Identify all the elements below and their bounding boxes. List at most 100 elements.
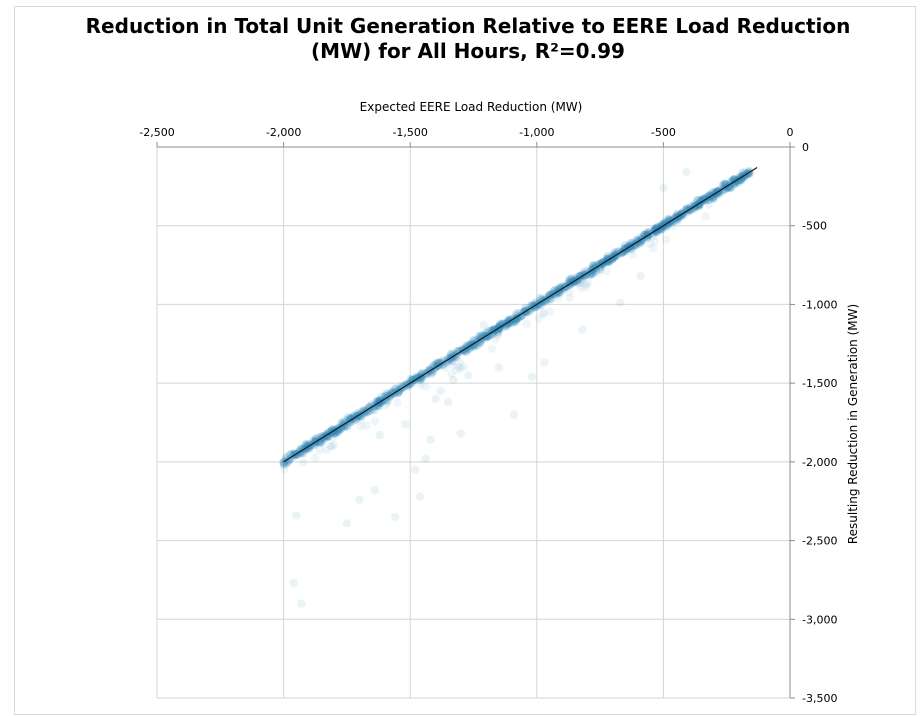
data-point [334,425,343,435]
data-point [475,337,484,347]
x-tick-label: -2,500 [139,126,174,139]
data-point [353,409,362,418]
trendline-line [283,166,758,463]
data-point [372,401,381,410]
data-point [530,303,539,312]
data-point [313,434,322,444]
data-point [642,233,652,242]
data-point [495,321,504,330]
y-tick-label: 0 [802,141,809,154]
data-point [724,183,733,192]
data-point [577,284,586,293]
data-point [652,224,661,233]
data-point [673,215,682,224]
data-point [327,425,337,435]
data-point [284,456,293,465]
outlier-point [400,419,410,429]
outlier-point [456,429,465,438]
data-point [351,414,361,423]
x-tick-label: 0 [787,126,794,139]
data-point [394,387,404,396]
data-point [315,436,325,445]
data-point [726,184,735,193]
data-point [667,218,677,227]
data-point [609,254,618,263]
data-point [345,418,355,427]
data-point [404,381,413,391]
data-point [374,396,383,405]
data-point [370,417,380,426]
outlier-point [540,358,549,367]
data-point [368,404,377,413]
data-point [339,421,349,431]
outlier-point [527,372,536,381]
data-point [500,321,510,331]
data-point [349,412,358,421]
data-point [517,311,527,320]
data-point [356,422,365,431]
data-point [657,224,666,234]
data-point [317,432,326,441]
data-point [416,380,425,389]
data-point [651,227,660,237]
data-point [369,405,379,415]
data-point [575,271,584,281]
data-point [736,175,746,185]
data-point [299,458,308,467]
data-point [725,182,734,191]
y-tick-label: -2,000 [802,456,837,469]
data-point [452,352,461,362]
data-point [554,294,563,303]
data-point [709,194,718,203]
data-point [727,177,736,186]
data-point [729,180,739,189]
data-point [643,233,652,242]
data-point [574,275,583,285]
data-point [645,227,654,237]
trendline [283,166,758,463]
data-point [528,301,537,310]
data-point [498,319,507,328]
data-point [350,411,359,420]
data-point [448,361,457,370]
data-point [539,310,548,319]
data-point [652,227,662,236]
data-point [709,188,718,197]
data-point [279,459,288,468]
data-point [488,325,497,335]
data-point [330,428,339,437]
data-point [729,175,739,184]
data-point [327,426,337,435]
data-point [542,295,551,305]
data-point [311,436,320,445]
data-point [628,250,637,259]
data-point [334,428,344,437]
data-point [324,432,333,441]
data-point [483,332,492,341]
data-point [594,268,603,277]
data-point [315,432,325,442]
data-point [460,346,470,355]
chart-frame [14,6,916,715]
data-point [652,223,662,232]
data-point [526,301,536,310]
data-point [280,464,289,474]
data-point [302,441,311,450]
data-point [498,319,507,328]
data-point [491,334,500,344]
data-point [564,278,573,287]
data-point [367,400,376,409]
x-axis-label: Expected EERE Load Reduction (MW) [360,100,583,114]
data-point [493,331,502,340]
data-point [333,426,342,435]
data-point [539,308,548,317]
data-point [720,181,729,190]
data-point [375,396,384,405]
data-point [382,399,392,408]
data-point [736,175,746,185]
y-axis-label: Resulting Reduction in Generation (MW) [846,304,860,544]
data-point [359,406,368,415]
data-point [504,319,513,328]
data-point [661,218,670,227]
data-point [598,257,607,267]
